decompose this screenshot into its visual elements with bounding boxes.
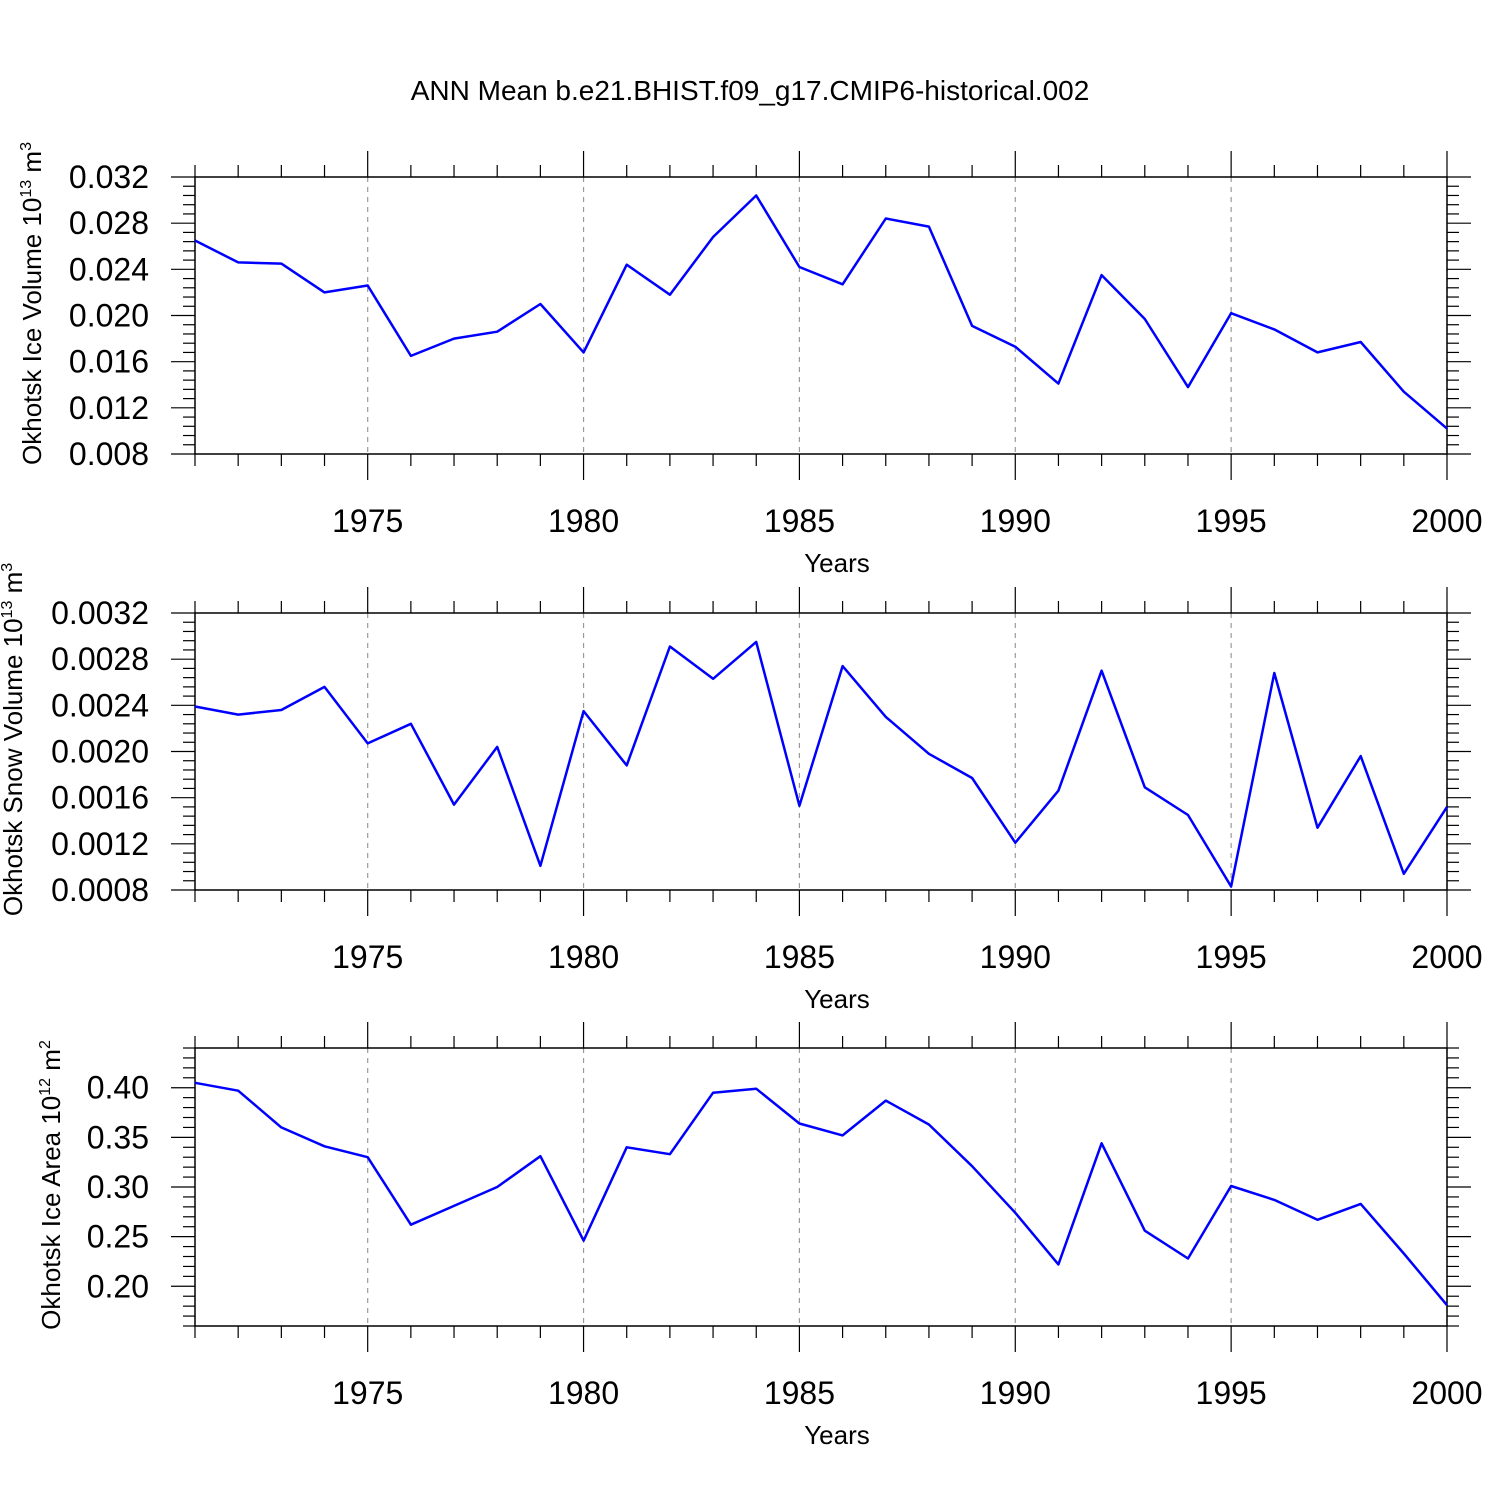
x-axis-label: Years [804, 984, 870, 1014]
x-tick-label: 1975 [332, 939, 403, 975]
x-tick-label: 1980 [548, 503, 619, 539]
y-tick-label: 0.012 [69, 390, 149, 426]
x-tick-label: 1990 [980, 503, 1051, 539]
y-axis-label: Okhotsk Snow Volume 1013 m3 [0, 563, 28, 916]
y-tick-label: 0.20 [87, 1268, 149, 1304]
y-tick-label: 0.0008 [51, 872, 149, 908]
x-tick-label: 2000 [1411, 503, 1482, 539]
y-axis-label-text: Okhotsk Ice Volume 10 [17, 198, 47, 465]
series-line [194, 640, 1449, 888]
y-axis-label-superscript: 2 [37, 1040, 54, 1049]
panels-group: 0.008 0.012 0.016 0.020 0.024 0.028 0.032 1975 1… [0, 142, 1483, 1450]
series-line [194, 1081, 1448, 1307]
y-axis-label-text: Okhotsk Snow Volume 10 [0, 618, 28, 916]
x-tick-label: 1985 [764, 939, 835, 975]
panel-1: 0.008 0.012 0.016 0.020 0.024 0.028 0.032 1975 1… [17, 142, 1483, 578]
y-axis-label-superscript: 13 [18, 180, 35, 198]
x-axis-label: Years [804, 548, 870, 578]
y-axis-label-superscript: 3 [18, 142, 35, 151]
y-tick-label: 0.016 [69, 344, 149, 380]
x-tick-label: 1975 [332, 503, 403, 539]
x-tick-label: 2000 [1411, 939, 1482, 975]
x-tick-label: 1985 [764, 503, 835, 539]
y-tick-label: 0.032 [69, 159, 149, 195]
figure-title: ANN Mean b.e21.BHIST.f09_g17.CMIP6-histo… [411, 75, 1090, 106]
y-tick-label: 0.0028 [51, 641, 149, 677]
x-tick-label: 1990 [980, 939, 1051, 975]
x-tick-label: 1985 [764, 1375, 835, 1411]
x-tick-label: 1995 [1196, 939, 1267, 975]
y-tick-label: 0.008 [69, 436, 149, 472]
x-tick-label: 1980 [548, 1375, 619, 1411]
y-tick-label: 0.0032 [51, 595, 149, 631]
y-tick-label: 0.0020 [51, 734, 149, 770]
series-line [194, 194, 1448, 430]
x-tick-label: 2000 [1411, 1375, 1482, 1411]
x-tick-label: 1980 [548, 939, 619, 975]
y-tick-label: 0.40 [87, 1070, 149, 1106]
x-tick-label: 1990 [980, 1375, 1051, 1411]
y-axis-label-superscript: 3 [0, 563, 16, 572]
x-tick-label: 1975 [332, 1375, 403, 1411]
y-axis-label-text: m [0, 572, 28, 601]
panel-3: 0.20 0.25 0.30 0.35 0.40 1975 1980 1985 1990 1995… [36, 1022, 1483, 1450]
y-tick-label: 0.024 [69, 251, 149, 287]
y-tick-label: 0.028 [69, 205, 149, 241]
y-axis-label-text: m [17, 151, 47, 180]
x-axis-label: Years [804, 1420, 870, 1450]
y-tick-label: 0.25 [87, 1219, 149, 1255]
plot-frame [194, 176, 1448, 455]
y-axis-label-superscript: 12 [37, 1078, 54, 1096]
y-axis-label-text: Okhotsk Ice Area 10 [36, 1096, 66, 1330]
y-tick-label: 0.020 [69, 298, 149, 334]
y-axis-label: Okhotsk Ice Area 1012 m2 [36, 1040, 66, 1330]
y-tick-label: 0.30 [87, 1169, 149, 1205]
panel-2: 0.0008 0.0012 0.0016 0.0020 0.0024 0.0028 0.00… [0, 563, 1483, 1014]
y-axis-label-superscript: 13 [0, 601, 16, 619]
y-tick-label: 0.35 [87, 1119, 149, 1155]
y-tick-label: 0.0016 [51, 780, 149, 816]
y-axis-label: Okhotsk Ice Volume 1013 m3 [17, 142, 47, 465]
x-tick-label: 1995 [1196, 503, 1267, 539]
y-tick-label: 0.0012 [51, 826, 149, 862]
x-tick-label: 1995 [1196, 1375, 1267, 1411]
y-tick-label: 0.0024 [51, 687, 149, 723]
plot-frame [194, 1047, 1448, 1327]
y-axis-label-text: m [36, 1049, 66, 1078]
